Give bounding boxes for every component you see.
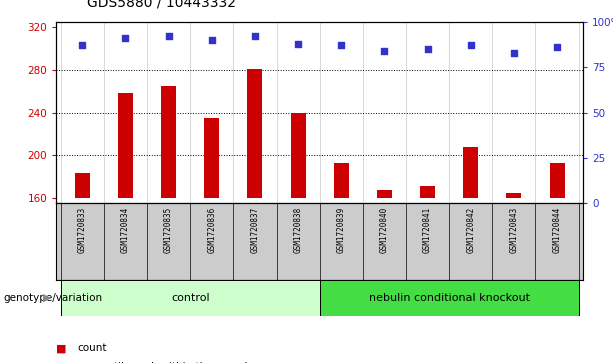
Text: GSM1720834: GSM1720834 — [121, 207, 130, 253]
Text: ▶: ▶ — [43, 293, 51, 303]
Bar — [420, 186, 435, 198]
Text: genotype/variation: genotype/variation — [3, 293, 102, 303]
Bar — [506, 193, 522, 198]
Text: GSM1720837: GSM1720837 — [251, 207, 259, 253]
Point — [207, 37, 216, 43]
Point — [379, 48, 389, 54]
Point — [423, 46, 433, 52]
Bar — [204, 118, 219, 198]
Text: GSM1720841: GSM1720841 — [423, 207, 432, 253]
Point — [293, 41, 303, 46]
Text: GSM1720836: GSM1720836 — [207, 207, 216, 253]
Text: nebulin conditional knockout: nebulin conditional knockout — [368, 293, 530, 303]
Text: ■: ■ — [56, 343, 67, 354]
Bar — [377, 191, 392, 198]
Point — [164, 33, 173, 39]
Text: count: count — [78, 343, 107, 354]
Point — [466, 42, 476, 48]
Text: GSM1720833: GSM1720833 — [78, 207, 87, 253]
Bar — [291, 113, 306, 198]
Bar — [320, 280, 579, 316]
Point — [337, 42, 346, 48]
Bar — [161, 86, 176, 198]
Text: GSM1720840: GSM1720840 — [380, 207, 389, 253]
Text: GSM1720843: GSM1720843 — [509, 207, 519, 253]
Text: GDS5880 / 10443332: GDS5880 / 10443332 — [87, 0, 236, 9]
Point — [250, 33, 260, 39]
Point — [509, 50, 519, 56]
Text: GSM1720835: GSM1720835 — [164, 207, 173, 253]
Bar — [248, 69, 262, 198]
Bar — [549, 163, 565, 198]
Text: GSM1720842: GSM1720842 — [466, 207, 475, 253]
Point — [121, 35, 131, 41]
Text: GSM1720838: GSM1720838 — [294, 207, 303, 253]
Point — [77, 42, 87, 48]
Bar — [118, 93, 133, 198]
Text: GSM1720839: GSM1720839 — [337, 207, 346, 253]
Bar — [61, 280, 320, 316]
Bar — [463, 147, 478, 198]
Text: control: control — [171, 293, 210, 303]
Text: GSM1720844: GSM1720844 — [552, 207, 562, 253]
Text: ■: ■ — [56, 362, 67, 363]
Bar — [333, 163, 349, 198]
Bar — [75, 174, 90, 198]
Point — [552, 44, 562, 50]
Text: percentile rank within the sample: percentile rank within the sample — [78, 362, 254, 363]
